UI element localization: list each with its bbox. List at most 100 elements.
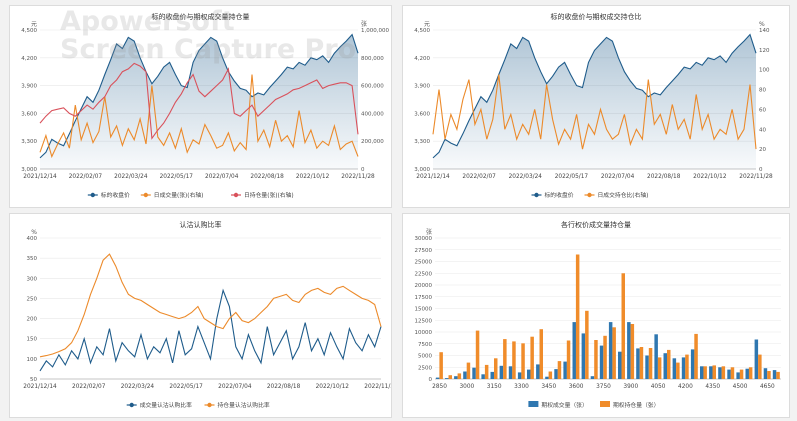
legend-label: 持仓量认沽认购比率	[218, 401, 270, 409]
bar-1	[767, 371, 771, 379]
y-tick-left: 3,300	[414, 139, 430, 145]
legend-marker	[143, 192, 148, 198]
bar-0	[763, 368, 768, 379]
bar-0	[590, 376, 595, 379]
y-unit-left: %	[31, 229, 37, 236]
bar-1	[439, 352, 443, 379]
bar-1	[657, 357, 662, 379]
y-unit-left: 元	[31, 21, 37, 28]
bar-1	[694, 333, 698, 379]
bar-1	[721, 366, 726, 379]
y-unit-left: 张	[426, 228, 432, 236]
bar-0	[627, 322, 631, 379]
series-line-1	[432, 74, 757, 150]
bar-1	[539, 329, 543, 379]
x-tick: 3900	[623, 384, 638, 390]
legend-label: 期权成交量（张）	[541, 401, 587, 409]
bar-1	[594, 340, 598, 379]
x-tick: 4500	[733, 384, 748, 390]
y-tick-left: 22500	[415, 271, 433, 277]
bar-0	[654, 334, 658, 379]
bar-0	[718, 367, 722, 380]
bar-1	[612, 327, 616, 379]
bar-1	[475, 330, 480, 379]
bar-1	[585, 310, 589, 379]
x-tick: 4200	[678, 384, 693, 390]
bar-0	[709, 366, 713, 379]
bar-1	[676, 362, 680, 379]
y-tick-right: 100	[759, 68, 770, 74]
bar-1	[703, 366, 707, 379]
chart-title: 标的收盘价与期权成交持仓比	[551, 12, 642, 21]
chart-panel-put-call: 认沽认购比率% 50 100 150 200 250 300 350 400 2021/12/14…	[9, 213, 392, 418]
x-tick: 3150	[487, 384, 502, 390]
bar-1	[730, 367, 735, 380]
bar-1	[712, 365, 716, 379]
x-tick: 3450	[541, 384, 556, 390]
bar-1	[566, 340, 571, 379]
bar-0	[754, 339, 759, 379]
x-tick: 2022/05/17	[160, 174, 194, 180]
bar-0	[435, 377, 440, 379]
x-tick: 2022/08/18	[250, 174, 284, 180]
legend-marker	[534, 192, 539, 198]
x-tick: 2022/10/12	[693, 174, 727, 180]
y-tick-left: 3,000	[414, 167, 430, 173]
x-tick: 2022/10/12	[296, 174, 330, 180]
bar-0	[454, 376, 458, 379]
series-line-0	[39, 33, 359, 159]
y-tick-left: 30000	[415, 236, 433, 242]
x-tick: 2022/11/28	[341, 174, 375, 180]
x-tick: 2022/08/18	[267, 384, 301, 390]
y-tick-right: 140	[759, 28, 770, 34]
y-tick-left: 20000	[415, 283, 433, 289]
series-line-1	[39, 74, 359, 159]
bar-1	[639, 347, 644, 379]
y-tick-left: 10000	[415, 330, 433, 336]
x-tick: 3000	[459, 384, 474, 390]
y-tick-left: 250	[27, 296, 38, 302]
series-line-1	[39, 253, 382, 358]
bar-0	[554, 369, 558, 379]
bar-1	[448, 375, 452, 379]
bar-1	[521, 343, 525, 379]
y-tick-right: 1,000,000	[361, 28, 389, 34]
legend-label: 标的收盘价	[545, 191, 574, 199]
y-tick-left: 27500	[415, 248, 433, 254]
y-tick-right: 0	[361, 167, 365, 173]
chart-title: 各行权价成交量持仓量	[561, 220, 631, 229]
bar-0	[508, 366, 513, 379]
x-tick: 2022/05/17	[555, 174, 589, 180]
chart-title: 标的收盘价与期权成交量持仓量	[152, 12, 250, 21]
bar-0	[636, 348, 640, 379]
bar-1	[685, 354, 689, 379]
y-tick-left: 3,600	[414, 111, 430, 117]
bar-0	[700, 366, 704, 379]
legend-marker	[207, 402, 212, 408]
bar-1	[503, 339, 507, 379]
y-tick-left: 350	[27, 256, 38, 262]
legend-marker	[587, 192, 592, 198]
bar-0	[517, 372, 522, 379]
bar-0	[463, 371, 467, 379]
x-tick: 2022/07/04	[218, 384, 252, 390]
bar-1	[512, 341, 516, 379]
y-tick-right: 800,000	[361, 56, 384, 62]
bar-1	[758, 354, 762, 379]
x-tick: 2022/03/24	[114, 174, 148, 180]
y-tick-left: 7500	[418, 342, 432, 348]
x-tick: 4650	[760, 384, 775, 390]
y-tick-left: 50	[30, 377, 37, 383]
x-tick: 3750	[596, 384, 611, 390]
legend-swatch	[528, 401, 539, 407]
bar-0	[545, 376, 549, 379]
y-tick-right: 20	[759, 147, 766, 153]
series-line-2	[39, 62, 359, 140]
bar-1	[466, 362, 471, 379]
bar-1	[748, 367, 753, 380]
y-tick-left: 300	[27, 276, 38, 282]
x-tick: 2021/12/14	[23, 384, 57, 390]
y-tick-right: 40	[759, 127, 766, 133]
x-tick: 2850	[432, 384, 447, 390]
